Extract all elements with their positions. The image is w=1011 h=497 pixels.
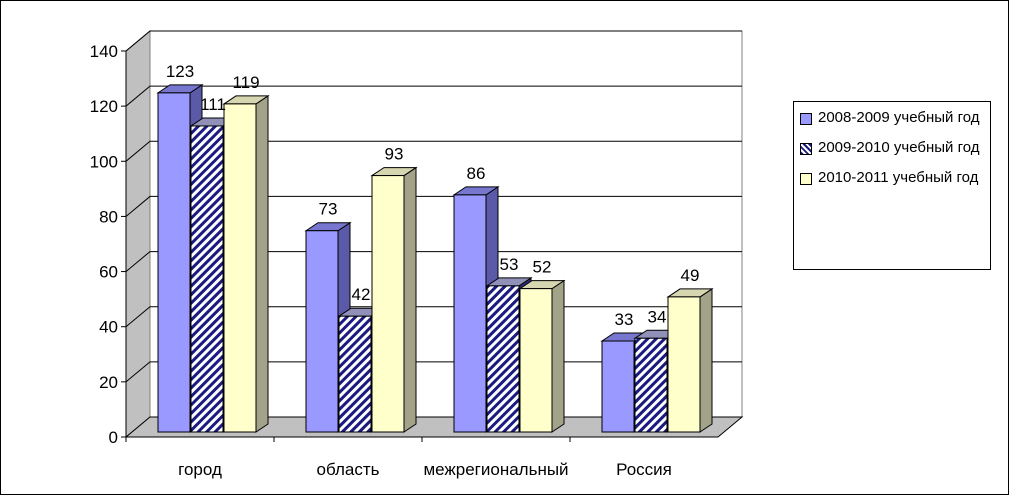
side-wall [125, 29, 151, 439]
x-tick-label: Россия [616, 460, 672, 479]
bar [190, 125, 224, 433]
bar [305, 230, 339, 433]
bar [223, 103, 257, 433]
bar [371, 175, 405, 433]
gridline [125, 195, 742, 217]
legend-swatch-series-3 [800, 173, 812, 185]
bars [156, 83, 714, 433]
bar [519, 288, 553, 433]
legend: 2008-2009 учебный год 2009-2010 учебный … [793, 101, 991, 270]
bar [157, 92, 191, 433]
gridline [125, 85, 742, 107]
y-tick-label: 140 [90, 42, 118, 61]
legend-label-series-2: 2009-2010 учебный год [818, 139, 980, 156]
bar-side [403, 166, 417, 433]
bar [634, 337, 668, 433]
y-tick-label: 80 [99, 207, 118, 226]
y-tick-label: 120 [90, 97, 118, 116]
legend-item-series-3: 2010-2011 учебный год [800, 168, 986, 188]
bar [453, 194, 487, 433]
data-label: 123 [166, 62, 194, 81]
bar [667, 296, 701, 433]
legend-swatch-series-1 [800, 113, 812, 125]
x-tick-label: межрегиональный [423, 460, 568, 479]
axes: 0 20 40 60 80 100 120 140 город область межрегиона… [90, 42, 718, 479]
legend-label-series-1: 2008-2009 учебный год [818, 109, 980, 126]
data-label: 34 [648, 307, 667, 326]
gridline [125, 30, 742, 52]
data-label: 86 [467, 164, 486, 183]
data-label: 53 [500, 255, 519, 274]
y-tick-label: 20 [99, 373, 118, 392]
plot-walls [124, 29, 744, 439]
bar-side [699, 287, 713, 433]
data-labels: 123 111 119 73 42 93 86 53 52 33 34 49 [166, 62, 700, 329]
y-tick-label: 60 [99, 263, 118, 282]
data-label: 73 [319, 200, 338, 219]
x-tick-label: область [317, 460, 380, 479]
bar [486, 285, 520, 433]
bar-side [551, 279, 565, 433]
data-label: 42 [352, 285, 371, 304]
y-tick-label: 40 [99, 318, 118, 337]
data-label: 111 [200, 95, 226, 114]
legend-item-series-1: 2008-2009 учебный год [800, 108, 986, 128]
bar-side [255, 94, 269, 433]
legend-label-series-3: 2010-2011 учебный год [818, 169, 979, 186]
data-label: 52 [533, 258, 552, 277]
gridline [125, 251, 742, 272]
y-tick-label: 0 [109, 428, 118, 447]
data-label: 119 [232, 73, 259, 92]
bar [601, 340, 635, 433]
bar [338, 315, 372, 433]
data-label: 49 [681, 266, 700, 285]
x-tick-label: город [178, 460, 222, 479]
data-label: 93 [385, 145, 404, 164]
data-label: 33 [615, 310, 634, 329]
y-tick-label: 100 [90, 152, 118, 171]
gridline [125, 140, 742, 162]
legend-swatch-series-2 [800, 143, 812, 155]
legend-item-series-2: 2009-2010 учебный год [800, 138, 986, 158]
